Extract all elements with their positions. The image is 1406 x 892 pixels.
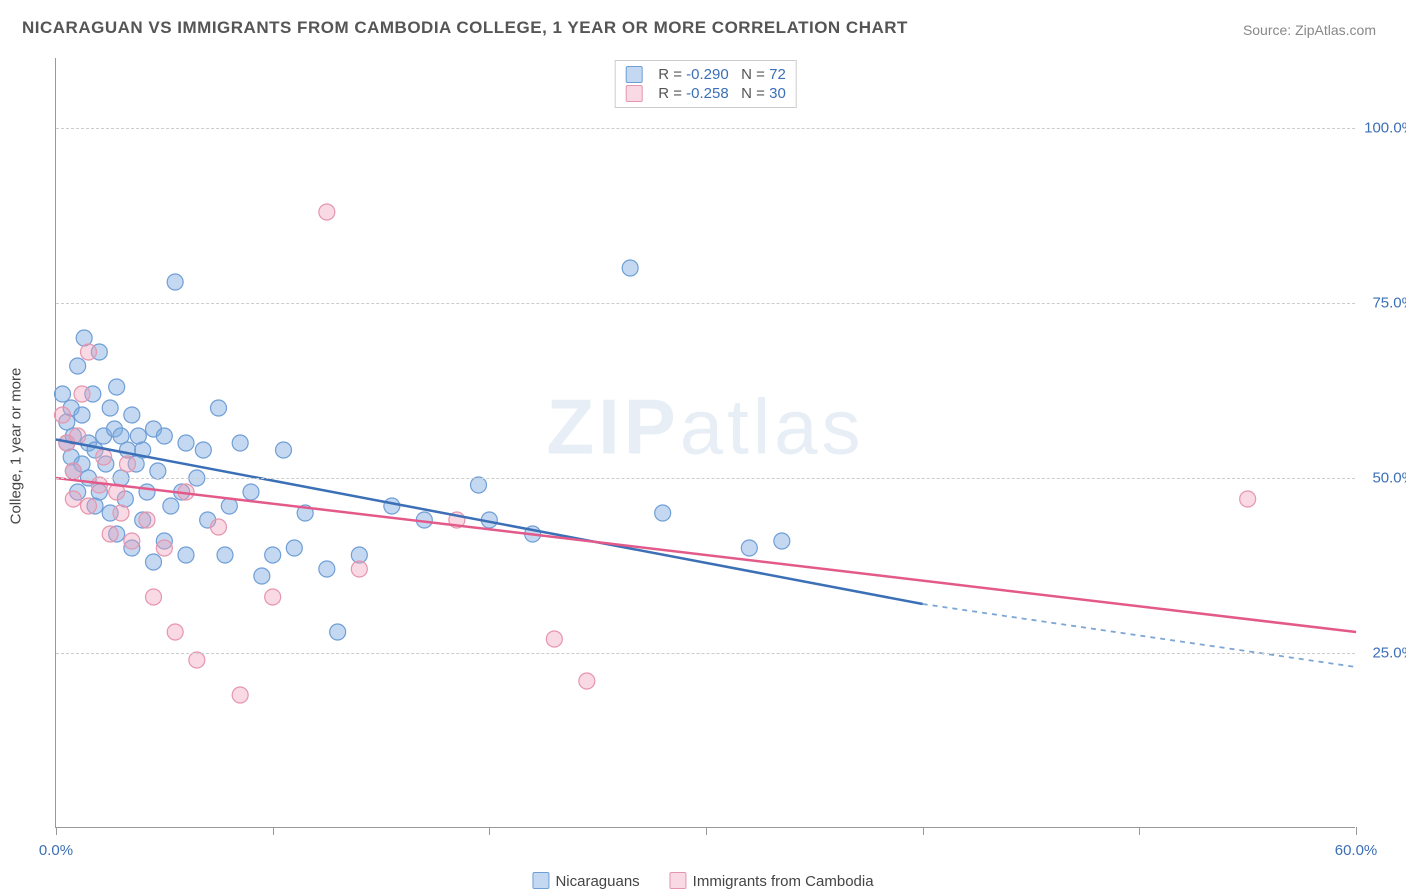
x-tick-label: 60.0% [1335, 842, 1378, 859]
scatter-point [65, 491, 81, 507]
scatter-point [243, 484, 259, 500]
scatter-point [471, 477, 487, 493]
scatter-point [579, 673, 595, 689]
x-tick-label: 0.0% [39, 842, 73, 859]
legend-swatch [625, 66, 642, 83]
legend-text: R = -0.258 N = 30 [658, 85, 786, 102]
scatter-point [139, 512, 155, 528]
scatter-point [265, 589, 281, 605]
scatter-point [109, 379, 125, 395]
scatter-point [384, 498, 400, 514]
scatter-point [232, 687, 248, 703]
scatter-point [211, 400, 227, 416]
x-tick [706, 827, 707, 835]
legend-swatch [625, 85, 642, 102]
plot-area: ZIPatlas R = -0.290 N = 72R = -0.258 N =… [55, 58, 1355, 828]
legend-label: Immigrants from Cambodia [693, 873, 874, 890]
y-axis-label: College, 1 year or more [8, 368, 25, 525]
scatter-point [156, 428, 172, 444]
scatter-point [232, 435, 248, 451]
scatter-point [146, 589, 162, 605]
scatter-point [655, 505, 671, 521]
gridline [56, 303, 1355, 304]
scatter-point [178, 435, 194, 451]
trend-line [56, 478, 1356, 632]
scatter-point [351, 561, 367, 577]
y-tick-label: 25.0% [1360, 645, 1406, 662]
correlation-legend-row: R = -0.258 N = 30 [625, 84, 786, 103]
legend-item: Immigrants from Cambodia [670, 872, 874, 890]
y-tick-label: 75.0% [1360, 295, 1406, 312]
gridline [56, 653, 1355, 654]
gridline [56, 478, 1355, 479]
scatter-point [70, 358, 86, 374]
scatter-point [774, 533, 790, 549]
scatter-point [102, 526, 118, 542]
scatter-point [319, 561, 335, 577]
y-tick-label: 100.0% [1360, 120, 1406, 137]
scatter-point [622, 260, 638, 276]
x-tick [1356, 827, 1357, 835]
scatter-point [178, 547, 194, 563]
gridline [56, 128, 1355, 129]
scatter-point [150, 463, 166, 479]
x-tick [273, 827, 274, 835]
scatter-point [146, 554, 162, 570]
y-tick-label: 50.0% [1360, 470, 1406, 487]
scatter-point [65, 463, 81, 479]
correlation-legend-row: R = -0.290 N = 72 [625, 65, 786, 84]
scatter-point [195, 442, 211, 458]
scatter-point [124, 407, 140, 423]
legend-text: R = -0.290 N = 72 [658, 66, 786, 83]
scatter-point [163, 498, 179, 514]
scatter-point [546, 631, 562, 647]
x-tick [923, 827, 924, 835]
legend-swatch [670, 872, 687, 889]
scatter-point [189, 652, 205, 668]
trend-line [56, 440, 923, 605]
scatter-point [124, 533, 140, 549]
source-label: Source: ZipAtlas.com [1243, 22, 1376, 38]
chart-title: NICARAGUAN VS IMMIGRANTS FROM CAMBODIA C… [22, 18, 908, 38]
scatter-point [254, 568, 270, 584]
scatter-point [276, 442, 292, 458]
scatter-point [265, 547, 281, 563]
scatter-point [1240, 491, 1256, 507]
scatter-point [102, 400, 118, 416]
scatter-point [74, 386, 90, 402]
plot-svg [56, 58, 1355, 827]
scatter-point [96, 449, 112, 465]
legend-swatch [532, 872, 549, 889]
scatter-point [167, 274, 183, 290]
scatter-point [741, 540, 757, 556]
scatter-point [55, 407, 71, 423]
scatter-point [120, 456, 136, 472]
scatter-point [211, 519, 227, 535]
legend-item: Nicaraguans [532, 872, 639, 890]
scatter-point [139, 484, 155, 500]
scatter-point [74, 407, 90, 423]
scatter-point [113, 505, 129, 521]
scatter-point [286, 540, 302, 556]
scatter-point [156, 540, 172, 556]
x-tick [1139, 827, 1140, 835]
legend-label: Nicaraguans [555, 873, 639, 890]
series-legend: Nicaraguans Immigrants from Cambodia [532, 872, 873, 890]
x-tick [56, 827, 57, 835]
trend-line-extension [923, 604, 1356, 667]
x-tick [489, 827, 490, 835]
scatter-point [55, 386, 71, 402]
scatter-point [330, 624, 346, 640]
scatter-point [81, 344, 97, 360]
scatter-point [319, 204, 335, 220]
scatter-point [81, 498, 97, 514]
scatter-point [217, 547, 233, 563]
scatter-point [167, 624, 183, 640]
correlation-legend: R = -0.290 N = 72 R = -0.258 N = 30 [614, 60, 797, 108]
